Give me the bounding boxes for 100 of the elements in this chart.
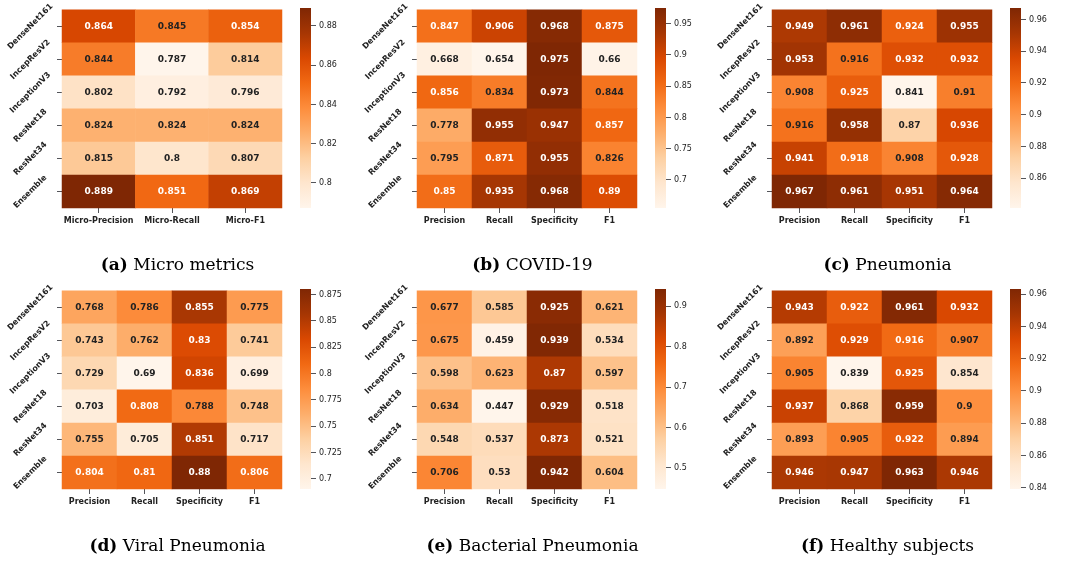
x-tick-label: Specificity	[176, 496, 224, 506]
data-label: 0.968	[540, 21, 569, 32]
x-tick-label: Specificity	[886, 215, 934, 225]
color-bar-label: 0.96	[1029, 14, 1047, 24]
data-label: 0.851	[185, 434, 214, 445]
data-label: 0.963	[895, 467, 924, 478]
data-label: 0.796	[231, 87, 260, 98]
data-label: 0.69	[133, 368, 156, 379]
data-label: 0.598	[430, 368, 459, 379]
data-label: 0.748	[240, 401, 269, 412]
color-bar-label: 0.725	[319, 447, 342, 457]
data-label: 0.741	[240, 335, 269, 346]
data-label: 0.916	[840, 54, 869, 65]
x-tick-label: Precision	[423, 496, 466, 506]
data-label: 0.943	[785, 302, 814, 313]
data-label: 0.654	[485, 54, 514, 65]
x-tick-label: F1	[958, 215, 971, 225]
data-label: 0.961	[840, 21, 869, 32]
data-label: 0.847	[430, 21, 459, 32]
color-bar-label: 0.9	[674, 301, 687, 311]
data-label: 0.786	[130, 302, 159, 313]
data-label: 0.795	[430, 153, 459, 164]
data-label: 0.967	[785, 186, 814, 197]
data-label: 0.959	[895, 401, 924, 412]
x-tick-label: Specificity	[531, 215, 579, 225]
color-bar-label: 0.92	[1029, 353, 1047, 363]
data-label: 0.864	[84, 21, 113, 32]
color-bar-label: 0.96	[1029, 289, 1047, 299]
data-label: 0.873	[540, 434, 569, 445]
data-label: 0.9	[956, 401, 973, 412]
data-label: 0.717	[240, 434, 269, 445]
color-bar-label: 0.7	[319, 473, 332, 483]
x-tick-label: F1	[603, 496, 616, 506]
data-label: 0.961	[895, 302, 924, 313]
data-label: 0.824	[84, 120, 113, 131]
color-bar-label: 0.86	[1029, 173, 1047, 183]
data-label: 0.844	[84, 54, 113, 65]
data-label: 0.856	[430, 87, 459, 98]
data-label: 0.836	[185, 368, 214, 379]
data-label: 0.892	[785, 335, 814, 346]
data-label: 0.88	[188, 467, 211, 478]
data-label: 0.946	[950, 467, 979, 478]
data-label: 0.949	[785, 21, 814, 32]
color-bar-label: 0.94	[1029, 321, 1047, 331]
data-label: 0.889	[84, 186, 113, 197]
color-bar-label: 0.9	[1029, 109, 1042, 119]
data-label: 0.946	[785, 467, 814, 478]
data-label: 0.918	[840, 153, 869, 164]
x-tick-label: F1	[603, 215, 616, 225]
data-label: 0.604	[595, 467, 624, 478]
data-label: 0.932	[950, 54, 979, 65]
color-bar-label: 0.8	[319, 368, 332, 378]
data-label: 0.87	[543, 368, 566, 379]
data-label: 0.778	[430, 120, 459, 131]
data-label: 0.893	[785, 434, 814, 445]
data-label: 0.958	[840, 120, 869, 131]
data-label: 0.929	[540, 401, 569, 412]
data-label: 0.951	[895, 186, 924, 197]
data-label: 0.908	[785, 87, 814, 98]
data-label: 0.814	[231, 54, 260, 65]
x-tick-label: Micro-Recall	[144, 215, 200, 225]
x-tick-label: Specificity	[886, 496, 934, 506]
x-tick-label: Precision	[778, 215, 821, 225]
color-bar-label: 0.92	[1029, 78, 1047, 88]
data-label: 0.585	[485, 302, 514, 313]
data-label: 0.929	[840, 335, 869, 346]
x-tick-label: Recall	[840, 215, 869, 225]
x-tick-label: Recall	[485, 496, 514, 506]
color-bar-label: 0.6	[674, 422, 687, 432]
data-label: 0.947	[540, 120, 569, 131]
data-label: 0.928	[950, 153, 979, 164]
data-label: 0.703	[75, 401, 104, 412]
data-label: 0.668	[430, 54, 459, 65]
text: (f) Healthy subjects	[800, 534, 975, 555]
data-label: 0.518	[595, 401, 624, 412]
text: (e) Bacterial Pneumonia	[426, 534, 639, 555]
data-label: 0.89	[598, 186, 621, 197]
data-label: 0.851	[157, 186, 187, 197]
data-label: 0.824	[157, 120, 187, 131]
data-label: 0.894	[950, 434, 979, 445]
text: (a) Micro metrics	[100, 253, 255, 274]
data-label: 0.66	[598, 54, 621, 65]
data-label: 0.705	[130, 434, 159, 445]
color-bar-label: 0.86	[319, 60, 337, 70]
data-label: 0.788	[185, 401, 214, 412]
data-label: 0.677	[430, 302, 459, 313]
x-tick-label: Precision	[68, 496, 111, 506]
data-label: 0.804	[75, 467, 104, 478]
x-tick-label: Micro-F1	[225, 215, 266, 225]
data-label: 0.768	[75, 302, 104, 313]
data-label: 0.932	[895, 54, 924, 65]
color-bar-label: 0.775	[319, 395, 342, 405]
data-label: 0.87	[898, 120, 921, 131]
data-label: 0.857	[595, 120, 624, 131]
data-label: 0.925	[895, 368, 924, 379]
color-bar-label: 0.86	[1029, 450, 1047, 460]
data-label: 0.932	[950, 302, 979, 313]
data-label: 0.675	[430, 335, 459, 346]
data-label: 0.922	[895, 434, 924, 445]
data-label: 0.937	[785, 401, 814, 412]
